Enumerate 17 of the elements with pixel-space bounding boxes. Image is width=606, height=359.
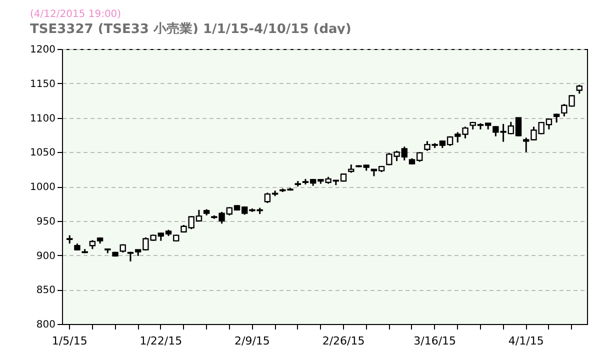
y-tick-label: 1150 — [30, 78, 56, 90]
x-tick-label: 2/26/15 — [322, 334, 365, 348]
x-tick-label: 1/22/15 — [140, 334, 182, 348]
y-tick-label: 950 — [36, 216, 56, 228]
y-tick-label: 1100 — [30, 113, 56, 124]
text: (4/12/2015 19:00) — [30, 8, 122, 21]
y-tick-label: 800 — [36, 320, 56, 330]
x-tick-label: 3/16/15 — [414, 334, 456, 348]
y-tick-label: 1050 — [30, 148, 56, 159]
y-tick-label: 850 — [36, 285, 56, 296]
y-tick-label: 1200 — [30, 44, 56, 56]
y-tick-label: 1000 — [30, 182, 56, 193]
x-tick-label: 2/9/15 — [234, 334, 270, 348]
x-tick-label: 4/1/15 — [508, 334, 544, 348]
x-tick-label: 1/5/15 — [52, 334, 88, 348]
y-tick-label: 900 — [36, 250, 56, 262]
chart-title: TSE3327 (TSE33 小売業) 1/1/15-4/10/15 (day) — [30, 21, 352, 38]
